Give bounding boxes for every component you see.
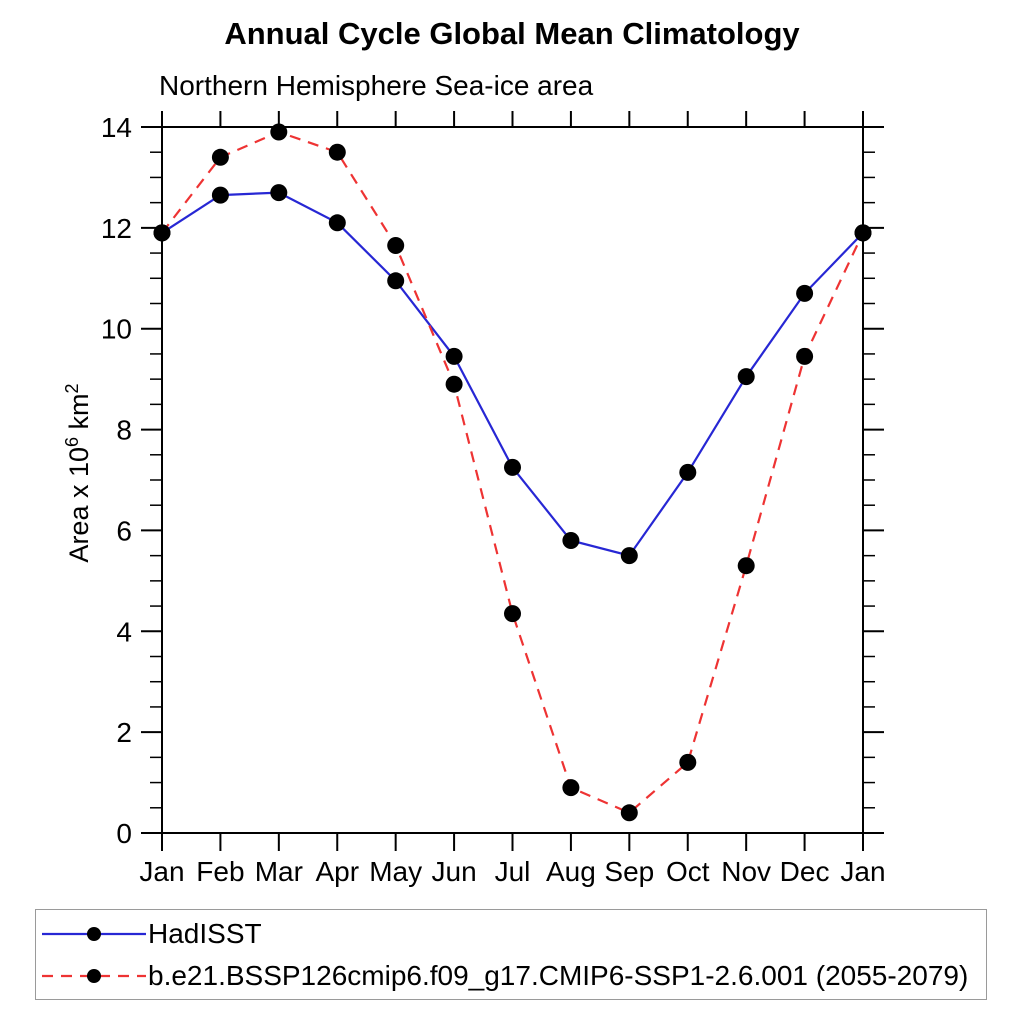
y-axis-tick-label: 10 xyxy=(101,314,132,345)
y-axis-tick-label: 2 xyxy=(116,717,132,748)
data-point-marker xyxy=(211,186,229,204)
x-axis-tick-label: Mar xyxy=(255,856,303,887)
legend-item: b.e21.BSSP126cmip6.f09_g17.CMIP6-SSP1-2.… xyxy=(36,955,986,997)
data-point-marker xyxy=(387,237,405,254)
data-point-marker xyxy=(445,375,463,393)
data-point-marker xyxy=(504,605,521,623)
data-point-marker xyxy=(328,214,346,232)
x-axis-tick-label: Jan xyxy=(840,856,885,887)
data-point-marker xyxy=(270,184,288,202)
y-axis-tick-label: 14 xyxy=(101,112,132,143)
legend-swatch-line xyxy=(42,968,146,983)
legend-box: HadISST b.e21.BSSP126cmip6.f09_g17.CMIP6… xyxy=(35,909,987,1000)
data-point-marker xyxy=(620,804,638,822)
data-point-marker xyxy=(445,347,463,365)
x-axis-tick-label: Apr xyxy=(315,856,359,887)
data-point-marker xyxy=(737,368,755,386)
data-point-marker xyxy=(504,458,521,476)
x-axis-tick-label: Nov xyxy=(721,856,771,887)
data-point-marker xyxy=(737,557,755,575)
data-point-marker xyxy=(796,347,814,365)
y-axis-tick-label: 0 xyxy=(116,818,132,849)
data-point-marker xyxy=(153,224,171,242)
x-axis-tick-label: Jun xyxy=(432,856,477,887)
data-point-marker xyxy=(211,148,229,166)
x-axis-tick-label: Aug xyxy=(546,856,596,887)
legend-swatch-line xyxy=(42,926,146,941)
y-axis-tick-label: 6 xyxy=(116,515,132,546)
data-point-marker xyxy=(328,143,346,161)
series-line-0 xyxy=(161,191,864,557)
data-point-marker xyxy=(620,547,638,565)
x-axis-tick-label: May xyxy=(369,856,422,887)
legend-marker-sample xyxy=(87,968,101,983)
legend-item-label: b.e21.BSSP126cmip6.f09_g17.CMIP6-SSP1-2.… xyxy=(148,959,969,991)
data-point-marker xyxy=(387,272,405,290)
y-axis-tick-label: 4 xyxy=(116,616,132,647)
y-axis-tick-label: 8 xyxy=(116,415,132,446)
x-axis-tick-label: Oct xyxy=(666,856,710,887)
legend-item: HadISST xyxy=(36,913,986,955)
data-point-marker xyxy=(270,123,288,141)
x-axis-tick-label: Jan xyxy=(139,856,184,887)
chart-subtitle: Northern Hemisphere Sea-ice area xyxy=(159,70,594,101)
data-point-marker xyxy=(562,779,580,797)
data-point-marker xyxy=(854,224,872,242)
plot-border xyxy=(161,126,864,834)
y-axis-tick-label: 12 xyxy=(101,213,132,244)
data-point-marker xyxy=(679,753,697,771)
data-point-marker xyxy=(562,532,580,549)
x-axis-tick-label: Dec xyxy=(780,856,830,887)
chart-title: Annual Cycle Global Mean Climatology xyxy=(224,16,800,51)
data-point-marker xyxy=(796,284,814,302)
data-point-marker xyxy=(679,463,697,481)
legend-marker-sample xyxy=(87,926,101,941)
x-axis-tick-label: Sep xyxy=(604,856,654,887)
legend-item-label: HadISST xyxy=(148,917,262,949)
x-axis-tick-label: Feb xyxy=(196,856,244,887)
x-axis-tick-label: Jul xyxy=(495,856,531,887)
